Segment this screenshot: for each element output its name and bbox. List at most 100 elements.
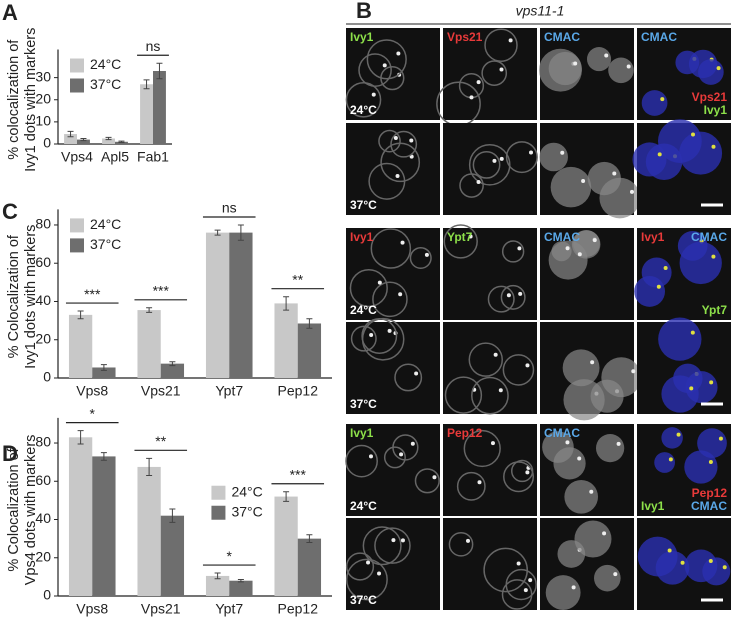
dot [560, 150, 565, 155]
legend-label: 24°C [90, 216, 121, 232]
dot [476, 180, 481, 185]
x-tick-label: Ypt7 [215, 601, 243, 617]
legend-label: 37°C [90, 76, 121, 92]
legend-label: 24°C [90, 56, 121, 72]
dot [409, 138, 414, 143]
dot [667, 548, 672, 553]
bar [92, 367, 116, 378]
cell [345, 444, 378, 478]
channel-label: CMAC [544, 30, 580, 44]
cell [601, 357, 642, 398]
bar [68, 437, 93, 596]
error-bar [169, 508, 176, 523]
temperature-label: 37°C [350, 397, 377, 411]
channel-label: Ivy1 [350, 230, 374, 244]
cell [658, 317, 702, 361]
cell [483, 547, 529, 593]
dot [528, 578, 533, 583]
cell [443, 224, 478, 259]
error-bar [67, 130, 74, 138]
dot [657, 152, 662, 157]
x-tick-label: Vps21 [141, 601, 181, 617]
cell [595, 433, 625, 463]
cell [550, 166, 592, 208]
error-bar [146, 457, 153, 477]
legend-label: 37°C [90, 236, 121, 252]
x-tick-label: Pep12 [278, 383, 319, 399]
cell [684, 450, 718, 484]
error-bar [283, 296, 290, 311]
significance-label: *** [153, 282, 170, 298]
cell [444, 376, 483, 414]
cell [487, 285, 515, 313]
significance-label: * [227, 548, 233, 564]
bar [205, 232, 230, 378]
cell [593, 564, 621, 592]
dot [581, 179, 586, 184]
bar [205, 575, 230, 596]
merge-label: Ivy1 [704, 103, 728, 117]
dot [468, 234, 473, 239]
dot [718, 436, 723, 441]
error-bar [237, 224, 244, 241]
y-tick-label: 0 [43, 369, 51, 385]
cell [657, 119, 702, 163]
cell [586, 47, 612, 72]
cell [564, 479, 599, 514]
micrograph [443, 518, 537, 610]
y-tick-label: 60 [35, 254, 51, 270]
cell [459, 173, 484, 198]
error-bar [100, 452, 107, 461]
dot [492, 158, 497, 163]
cell [562, 349, 600, 387]
error-bar [306, 534, 313, 543]
cell [471, 376, 509, 415]
x-tick-label: Apl5 [101, 149, 129, 165]
channel-label: Ivy1 [350, 30, 374, 44]
cell [468, 342, 503, 377]
significance-label: ns [222, 200, 237, 216]
x-tick-label: Vps4 [61, 149, 93, 165]
y-tick-label: 20 [35, 90, 51, 106]
bar [297, 323, 322, 378]
cell [448, 531, 474, 557]
dot [573, 61, 578, 66]
bar [229, 580, 253, 596]
dot [592, 238, 597, 243]
cell [502, 354, 535, 386]
legend-swatch [211, 485, 226, 500]
channel-label: CMAC [544, 230, 580, 244]
cell [484, 28, 518, 62]
y-tick-label: 10 [35, 113, 51, 129]
y-axis-label: % colocalization of [6, 39, 22, 160]
dot [499, 67, 504, 72]
cell [350, 325, 377, 352]
micrograph [443, 322, 537, 414]
dot [465, 538, 470, 543]
legend-swatch [70, 238, 84, 253]
y-tick-label: 40 [35, 292, 51, 308]
temperature-label: 24°C [350, 103, 377, 117]
cell [545, 575, 581, 611]
dot [629, 189, 634, 194]
temperature-label: 24°C [350, 303, 377, 317]
dot [490, 441, 495, 446]
cell [587, 161, 621, 196]
panel-letter: A [2, 0, 18, 25]
dot [577, 456, 582, 461]
cell [349, 268, 388, 308]
cell [409, 246, 432, 270]
dot [414, 371, 419, 376]
dot [508, 38, 513, 43]
dot [369, 332, 374, 337]
significance-label: * [90, 405, 96, 421]
y-axis-label: Ivy1 dots with markers [23, 225, 39, 369]
bar [297, 538, 322, 596]
legend-swatch [70, 58, 84, 73]
dot [398, 292, 403, 297]
x-tick-label: Vps21 [141, 383, 181, 399]
dot [506, 293, 511, 298]
cell [661, 375, 699, 413]
cell [505, 568, 537, 601]
